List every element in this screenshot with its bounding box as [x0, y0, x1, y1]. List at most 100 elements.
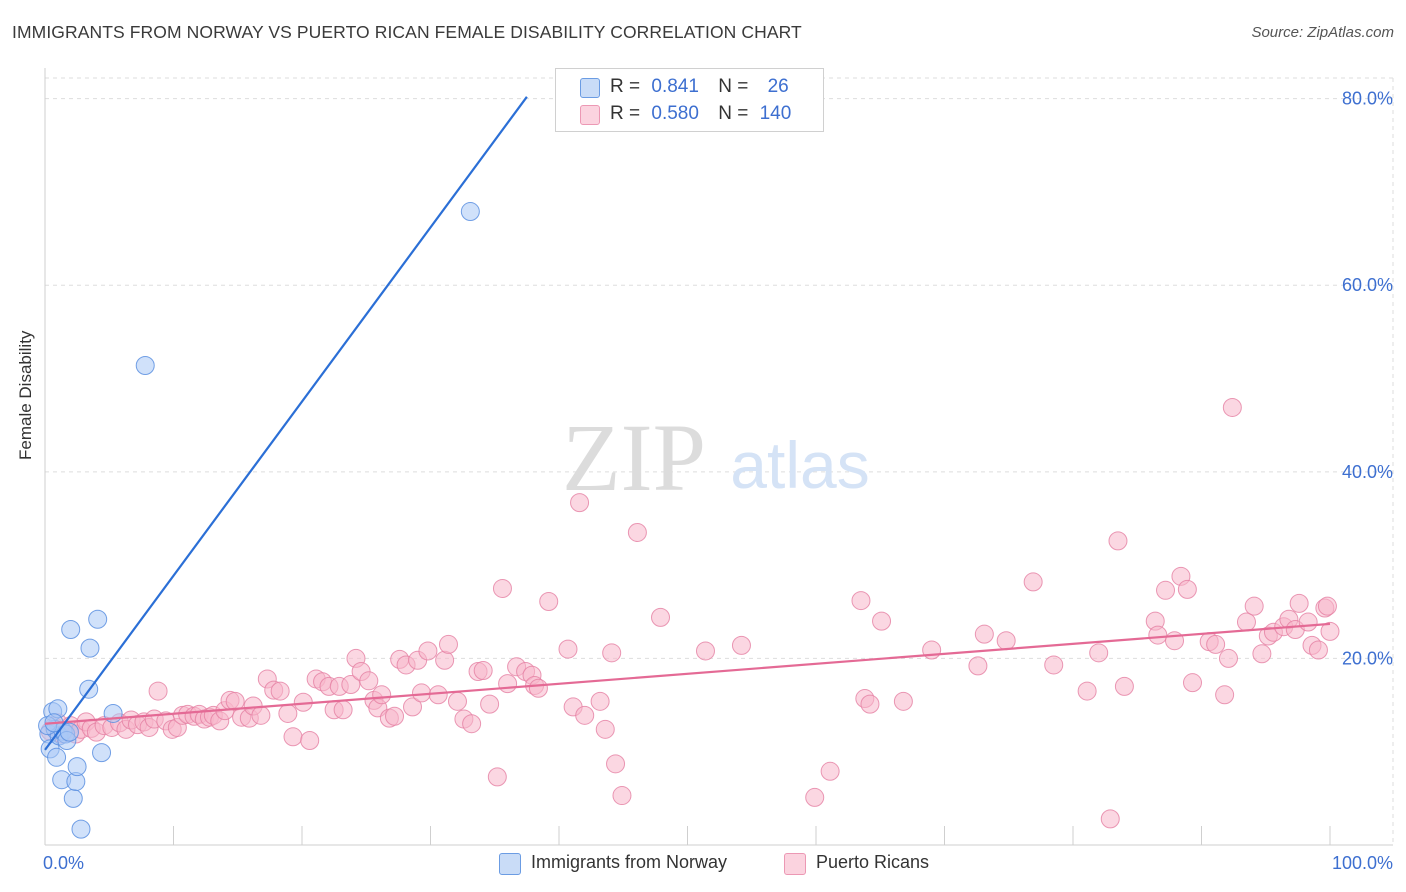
pr-point: [1222, 397, 1242, 417]
pr-point: [695, 641, 715, 661]
tick-labels: 20.0% 40.0% 60.0% 80.0% 0.0% 100.0%: [43, 89, 1393, 873]
pr-point: [1215, 685, 1235, 705]
norway-point: [88, 609, 108, 629]
y-tick-label: 80.0%: [1342, 89, 1393, 109]
watermark: ZIP atlas: [562, 404, 870, 511]
chart-title: IMMIGRANTS FROM NORWAY VS PUERTO RICAN F…: [12, 22, 802, 42]
pr-point: [418, 641, 438, 661]
norway-points: [38, 202, 480, 839]
pr-point: [372, 685, 392, 705]
pr-point: [974, 624, 994, 644]
pr-point: [595, 719, 615, 739]
y-tick-label: 40.0%: [1342, 462, 1393, 482]
pr-point: [590, 691, 610, 711]
x-tick-label: 0.0%: [43, 853, 84, 873]
pr-point: [602, 643, 622, 663]
r-label: R =: [610, 103, 641, 124]
norway-point: [71, 819, 91, 839]
pr-point: [851, 591, 871, 611]
pr-point: [731, 635, 751, 655]
pr-point: [251, 705, 271, 725]
pr-point: [498, 674, 518, 694]
pr-trend-line: [44, 622, 1331, 725]
trend-lines: [44, 96, 1331, 751]
pr-point: [575, 705, 595, 725]
watermark-atlas: atlas: [730, 428, 869, 502]
pr-legend-label: Puerto Ricans: [816, 852, 930, 872]
pr-point: [1183, 673, 1203, 693]
n-value: 26: [767, 76, 789, 97]
pr-point: [341, 675, 361, 695]
r-value: 0.841: [651, 76, 699, 97]
pr-point: [447, 691, 467, 711]
pr-point: [283, 727, 303, 747]
r-label: R =: [610, 76, 641, 97]
norway-point: [63, 788, 83, 808]
source-label: Source: ZipAtlas.com: [1251, 24, 1394, 41]
norway-point: [59, 722, 79, 742]
x-tick-label: 100.0%: [1332, 853, 1393, 873]
pr-point: [558, 639, 578, 659]
pr-point: [492, 578, 512, 598]
pr-point: [1317, 596, 1337, 616]
pr-point: [1308, 640, 1328, 660]
y-tick-label: 60.0%: [1342, 275, 1393, 295]
norway-trend-line: [44, 96, 528, 751]
pr-point: [1298, 612, 1318, 632]
pr-point: [627, 522, 647, 542]
pr-point: [1108, 531, 1128, 551]
pr-legend-swatch: [784, 853, 806, 875]
pr-point: [1148, 625, 1168, 645]
pr-point: [1218, 648, 1238, 668]
pr-point: [996, 631, 1016, 651]
pr-point: [1289, 593, 1309, 613]
axes: [44, 68, 1393, 846]
norway-point: [135, 355, 155, 375]
pr-point: [1023, 572, 1043, 592]
pr-point: [1044, 655, 1064, 675]
n-label: N =: [718, 76, 749, 97]
pr-point: [968, 656, 988, 676]
pr-point: [606, 754, 626, 774]
pr-point: [270, 681, 290, 701]
pr-point: [438, 634, 458, 654]
pr-point: [651, 607, 671, 627]
norway-legend-label: Immigrants from Norway: [531, 852, 728, 872]
watermark-zip: ZIP: [562, 404, 706, 511]
pr-point: [1089, 643, 1109, 663]
pr-point: [570, 493, 590, 513]
pr-point: [1077, 681, 1097, 701]
norway-point: [460, 202, 480, 222]
pr-swatch: [580, 105, 600, 125]
norway-point: [61, 619, 81, 639]
pr-point: [487, 767, 507, 787]
norway-swatch: [580, 78, 600, 98]
pr-point: [462, 714, 482, 734]
pr-point: [428, 685, 448, 705]
norway-legend-swatch: [499, 853, 521, 875]
pr-point: [333, 700, 353, 720]
pr-point: [1156, 580, 1176, 600]
pr-point: [872, 611, 892, 631]
n-value: 140: [759, 103, 792, 124]
pr-point: [1244, 596, 1264, 616]
pr-point: [1114, 676, 1134, 696]
norway-point: [67, 757, 87, 777]
norway-point: [92, 743, 112, 763]
pr-point: [1100, 809, 1120, 829]
pr-point: [1236, 612, 1256, 632]
pr-point: [1206, 634, 1226, 654]
pr-point: [278, 703, 298, 723]
pr-point: [385, 706, 405, 726]
pr-point: [612, 786, 632, 806]
pr-point: [539, 592, 559, 612]
pr-point: [435, 650, 455, 670]
pr-point: [403, 697, 423, 717]
gridlines: [45, 77, 1394, 845]
pr-point: [528, 678, 548, 698]
y-axis-label: Female Disability: [16, 330, 35, 460]
r-value: 0.580: [651, 103, 699, 124]
pr-point: [1252, 644, 1272, 664]
norway-point: [47, 747, 67, 767]
